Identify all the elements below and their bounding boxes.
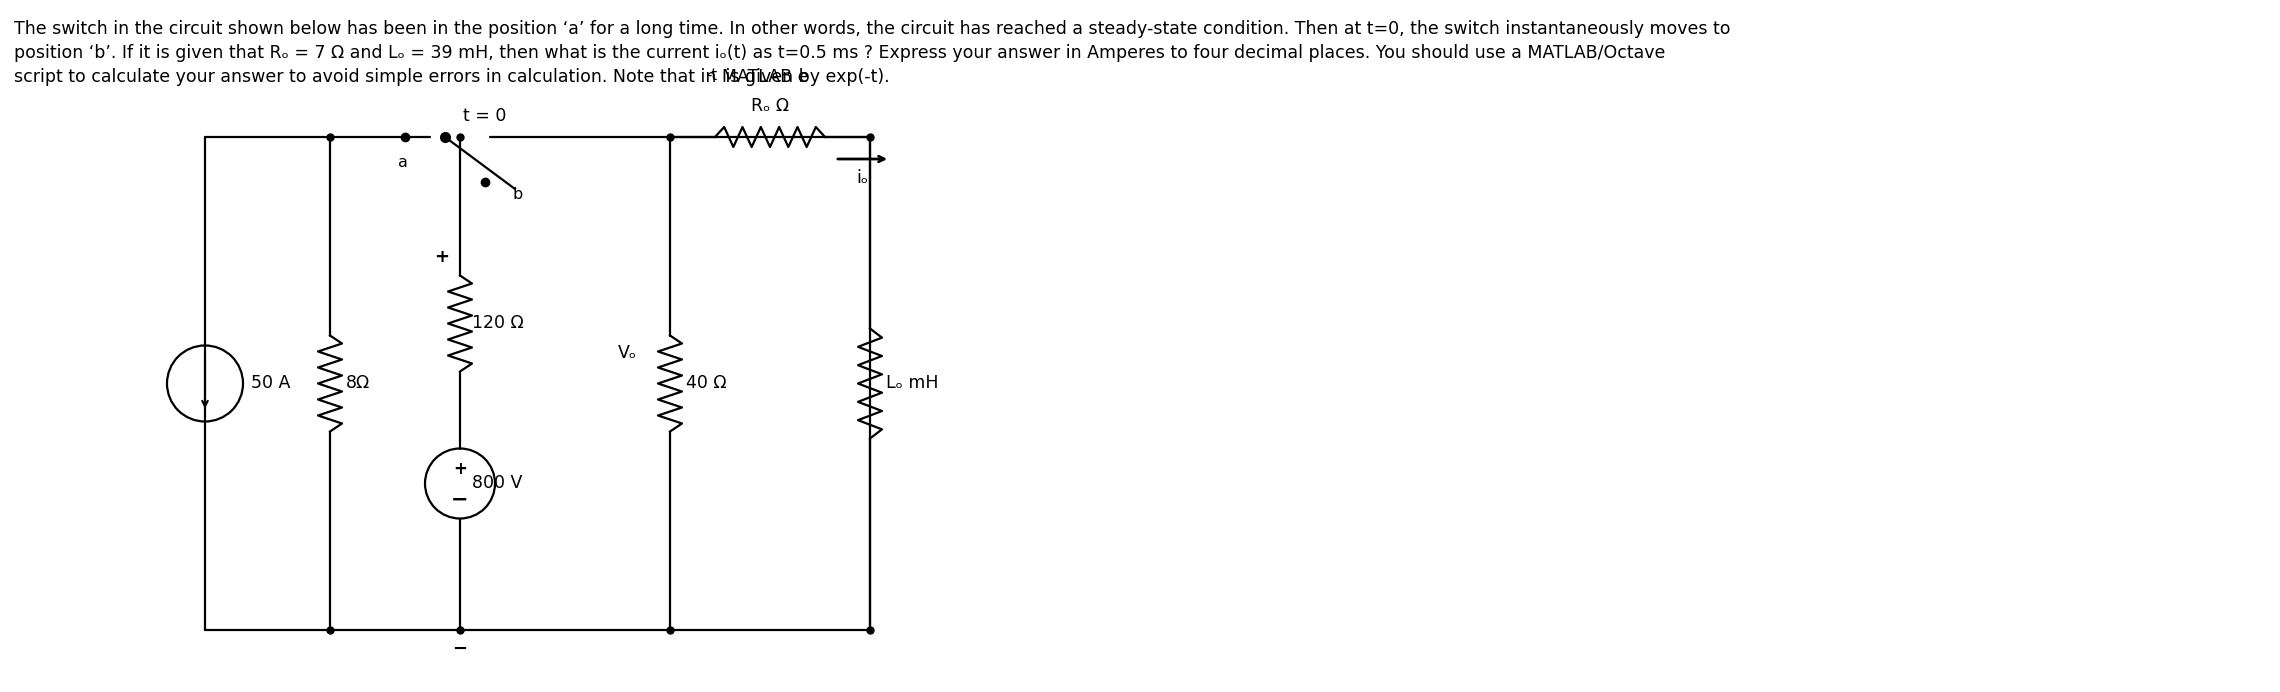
Text: t = 0: t = 0 xyxy=(463,107,506,125)
Text: +: + xyxy=(435,248,449,266)
Text: script to calculate your answer to avoid simple errors in calculation. Note that: script to calculate your answer to avoid… xyxy=(14,68,809,86)
Text: 50 A: 50 A xyxy=(251,374,290,392)
Text: a: a xyxy=(399,155,408,170)
Text: iₒ: iₒ xyxy=(857,169,869,187)
Text: −: − xyxy=(451,640,467,658)
Text: 800 V: 800 V xyxy=(472,475,522,493)
Text: 40 Ω: 40 Ω xyxy=(686,374,727,392)
Text: b: b xyxy=(513,187,522,202)
Text: Rₒ Ω: Rₒ Ω xyxy=(750,97,789,115)
Text: is given by exp(-t).: is given by exp(-t). xyxy=(720,68,889,86)
Text: 120 Ω: 120 Ω xyxy=(472,314,524,332)
Text: +: + xyxy=(454,460,467,478)
Text: Lₒ mH: Lₒ mH xyxy=(887,374,939,392)
Text: position ‘b’. If it is given that Rₒ = 7 Ω and Lₒ = 39 mH, then what is the curr: position ‘b’. If it is given that Rₒ = 7… xyxy=(14,44,1664,62)
Text: -t: -t xyxy=(707,68,716,83)
Text: 8Ω: 8Ω xyxy=(347,374,369,392)
Text: −: − xyxy=(451,489,470,509)
Text: The switch in the circuit shown below has been in the position ‘a’ for a long ti: The switch in the circuit shown below ha… xyxy=(14,20,1731,38)
Text: Vₒ: Vₒ xyxy=(618,345,636,363)
